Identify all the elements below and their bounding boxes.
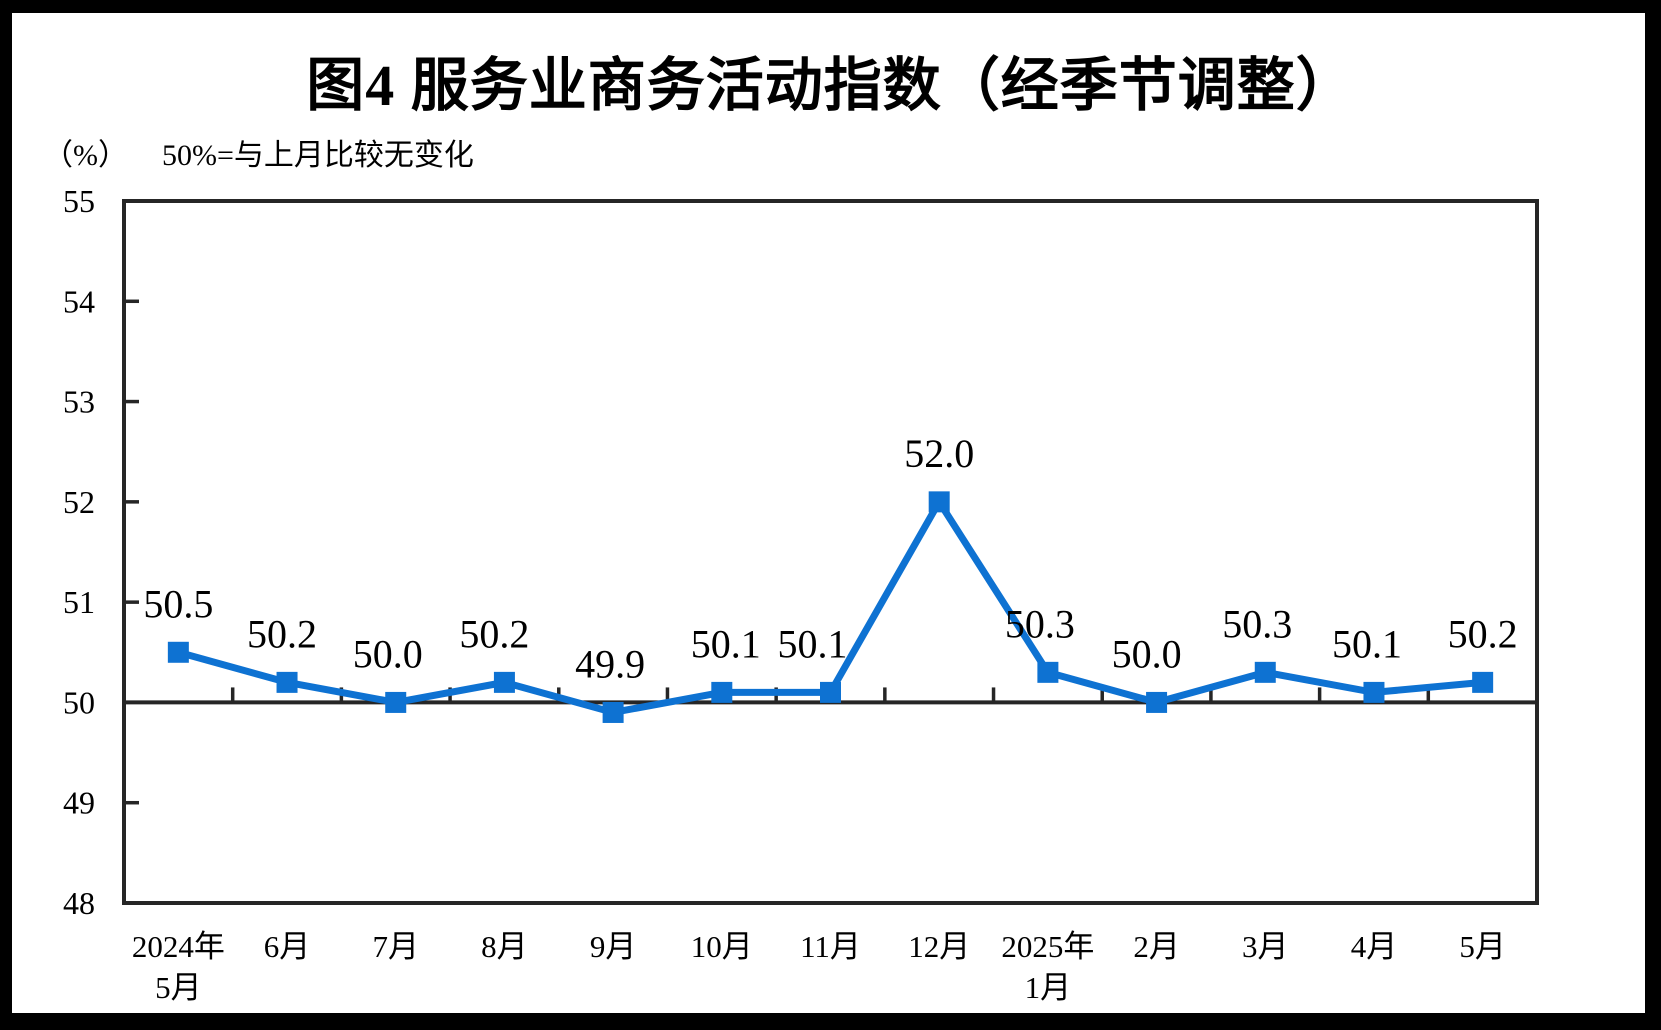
y-axis-tick-label: 55 <box>63 183 95 219</box>
data-point-marker <box>385 691 407 713</box>
data-point-label: 50.2 <box>459 611 529 656</box>
data-point-marker <box>1146 691 1168 713</box>
x-axis-category-label: 5月 <box>1459 929 1506 964</box>
data-point-label: 52.0 <box>904 431 974 476</box>
data-point-label: 50.2 <box>247 611 317 656</box>
chart-canvas <box>12 13 1645 1013</box>
data-point-label: 50.5 <box>143 581 213 626</box>
data-point-marker <box>820 681 841 703</box>
x-axis-category-label: 9月 <box>590 929 637 964</box>
baseline-note: 50%=与上月比较无变化 <box>162 139 474 172</box>
plot-border <box>122 199 1539 905</box>
data-point-label: 50.0 <box>1112 631 1182 676</box>
y-axis-tick-label: 49 <box>63 785 95 821</box>
data-point-marker <box>1037 661 1059 683</box>
x-axis-category-label: 2月 <box>1133 929 1180 964</box>
chart-title: 图4 服务业商务活动指数（经季节调整） <box>306 53 1355 118</box>
x-axis-category-label: 8月 <box>481 929 528 964</box>
x-axis-category-label: 10月 <box>691 929 753 964</box>
x-axis-category-label: 4月 <box>1351 929 1398 964</box>
data-point-marker <box>1254 661 1276 683</box>
x-axis-category-label: 2024年 <box>132 929 225 964</box>
data-point-label: 49.9 <box>575 641 645 686</box>
x-axis-category-label: 7月 <box>372 929 419 964</box>
x-axis-category-label: 3月 <box>1242 929 1289 964</box>
data-point-label: 50.3 <box>1005 601 1075 646</box>
data-point-marker <box>493 671 515 693</box>
x-axis-category-label: 1月 <box>1025 970 1072 1005</box>
data-point-marker <box>602 701 624 723</box>
y-axis-tick-label: 53 <box>63 384 95 420</box>
x-axis-category-label: 12月 <box>908 929 970 964</box>
y-axis-tick-label: 54 <box>63 283 95 319</box>
y-axis-tick-label: 48 <box>63 885 95 921</box>
data-point-label: 50.1 <box>1332 621 1402 666</box>
x-axis-category-label: 6月 <box>264 929 311 964</box>
unit-label: （%） <box>43 139 128 172</box>
chart-subtitle: （%） 50%=与上月比较无变化 <box>43 130 474 174</box>
x-axis-category-label: 5月 <box>155 970 202 1005</box>
data-point-label: 50.1 <box>778 621 848 666</box>
data-point-label: 50.2 <box>1448 611 1518 656</box>
data-point-marker <box>276 671 298 693</box>
data-point-marker <box>1472 671 1494 693</box>
data-point-label: 50.0 <box>353 631 423 676</box>
x-axis-category-label: 11月 <box>800 929 861 964</box>
data-point-label: 50.3 <box>1222 601 1292 646</box>
x-axis-category-label: 2025年 <box>1001 929 1094 964</box>
data-point-marker <box>711 681 733 703</box>
data-point-label: 50.1 <box>691 621 761 666</box>
y-axis-tick-label: 52 <box>63 484 95 520</box>
data-point-marker <box>928 491 950 513</box>
y-axis-tick-label: 50 <box>63 684 95 720</box>
y-axis-tick-label: 51 <box>63 584 95 620</box>
data-point-marker <box>167 641 189 663</box>
data-point-marker <box>1363 681 1385 703</box>
